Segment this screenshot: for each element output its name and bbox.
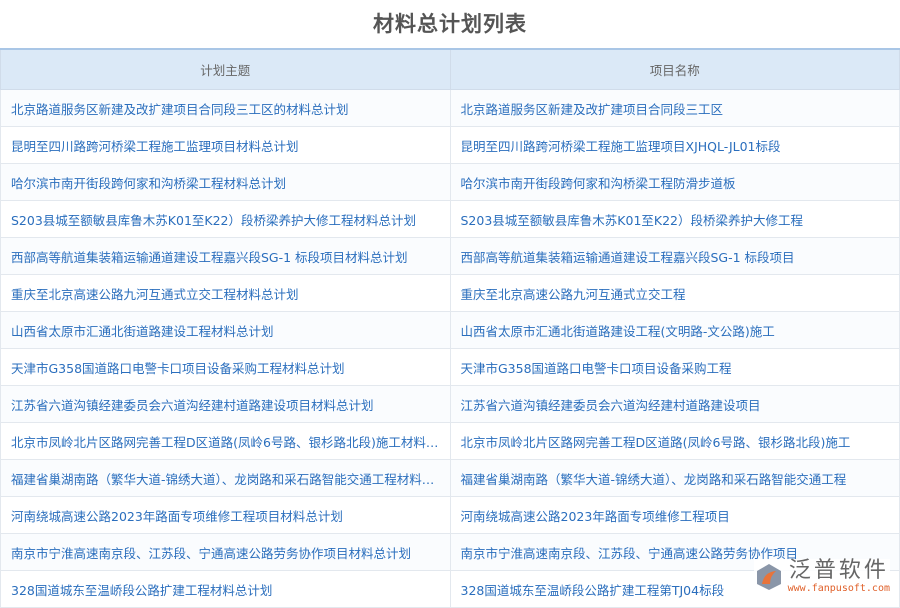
table-row[interactable]: 北京市凤岭北片区路网完善工程D区道路(凤岭6号路、银杉路北段)施工材料总计划 北京… xyxy=(0,422,900,460)
plan-subject-cell[interactable]: 昆明至四川路跨河桥梁工程施工监理项目材料总计划 xyxy=(0,126,451,164)
plan-subject-cell[interactable]: 328国道城东至温峤段公路扩建工程材料总计划 xyxy=(0,570,451,608)
plan-subject-cell[interactable]: 重庆至北京高速公路九河互通式立交工程材料总计划 xyxy=(0,274,451,312)
project-name-cell[interactable]: 昆明至四川路跨河桥梁工程施工监理项目XJHQL-JL01标段 xyxy=(449,126,900,164)
column-header-plan-subject[interactable]: 计划主题 xyxy=(0,48,451,90)
plan-subject-cell[interactable]: 山西省太原市汇通北街道路建设工程材料总计划 xyxy=(0,311,451,349)
fanpu-logo-icon xyxy=(756,563,781,590)
column-header-project-name[interactable]: 项目名称 xyxy=(449,48,900,90)
project-name-cell[interactable]: S203县城至额敏县库鲁木苏K01至K22）段桥梁养护大修工程 xyxy=(449,200,900,238)
logo-url: www.fanpusoft.com xyxy=(787,583,890,594)
project-name-cell[interactable]: 西部高等航道集装箱运输通道建设工程嘉兴段SG-1 标段项目 xyxy=(449,237,900,275)
project-name-cell[interactable]: 福建省巢湖南路（繁华大道-锦绣大道）、龙岗路和采石路智能交通工程 xyxy=(449,459,900,497)
table-row[interactable]: 北京路道服务区新建及改扩建项目合同段三工区的材料总计划 北京路道服务区新建及改扩建… xyxy=(0,89,900,127)
table-row[interactable]: 重庆至北京高速公路九河互通式立交工程材料总计划 重庆至北京高速公路九河互通式立交工… xyxy=(0,274,900,312)
table-row[interactable]: 昆明至四川路跨河桥梁工程施工监理项目材料总计划 昆明至四川路跨河桥梁工程施工监理项… xyxy=(0,126,900,164)
project-name-cell[interactable]: 北京市凤岭北片区路网完善工程D区道路(凤岭6号路、银杉路北段)施工 xyxy=(449,422,900,460)
plan-subject-cell[interactable]: 福建省巢湖南路（繁华大道-锦绣大道）、龙岗路和采石路智能交通工程材料总计划 xyxy=(0,459,451,497)
plan-subject-cell[interactable]: S203县城至额敏县库鲁木苏K01至K22）段桥梁养护大修工程材料总计划 xyxy=(0,200,451,238)
table-row[interactable]: 天津市G358国道路口电警卡口项目设备采购工程材料总计划 天津市G358国道路口电… xyxy=(0,348,900,386)
table-row[interactable]: 哈尔滨市南开街段跨何家和沟桥梁工程材料总计划 哈尔滨市南开街段跨何家和沟桥梁工程防… xyxy=(0,163,900,201)
page-title: 材料总计划列表 xyxy=(373,12,527,36)
project-name-cell[interactable]: 河南绕城高速公路2023年路面专项维修工程项目 xyxy=(449,496,900,534)
logo-name: 泛普软件 xyxy=(788,558,889,583)
plan-subject-cell[interactable]: 江苏省六道沟镇经建委员会六道沟经建村道路建设项目材料总计划 xyxy=(0,385,451,423)
project-name-cell[interactable]: 山西省太原市汇通北街道路建设工程(文明路-文公路)施工 xyxy=(449,311,900,349)
project-name-cell[interactable]: 天津市G358国道路口电警卡口项目设备采购工程 xyxy=(449,348,900,386)
project-name-cell[interactable]: 北京路道服务区新建及改扩建项目合同段三工区 xyxy=(449,89,900,127)
plan-subject-cell[interactable]: 南京市宁淮高速南京段、江苏段、宁通高速公路劳务协作项目材料总计划 xyxy=(0,533,451,571)
material-plan-table: 计划主题 项目名称 北京路道服务区新建及改扩建项目合同段三工区的材料总计划 北京路… xyxy=(0,48,900,608)
plan-subject-cell[interactable]: 北京路道服务区新建及改扩建项目合同段三工区的材料总计划 xyxy=(0,89,451,127)
project-name-cell[interactable]: 重庆至北京高速公路九河互通式立交工程 xyxy=(449,274,900,312)
plan-subject-cell[interactable]: 天津市G358国道路口电警卡口项目设备采购工程材料总计划 xyxy=(0,348,451,386)
plan-subject-cell[interactable]: 哈尔滨市南开街段跨何家和沟桥梁工程材料总计划 xyxy=(0,163,451,201)
plan-subject-cell[interactable]: 河南绕城高速公路2023年路面专项维修工程项目材料总计划 xyxy=(0,496,451,534)
table-row[interactable]: 西部高等航道集装箱运输通道建设工程嘉兴段SG-1 标段项目材料总计划 西部高等航道… xyxy=(0,237,900,275)
plan-subject-cell[interactable]: 北京市凤岭北片区路网完善工程D区道路(凤岭6号路、银杉路北段)施工材料总计划 xyxy=(0,422,451,460)
table-row[interactable]: 山西省太原市汇通北街道路建设工程材料总计划 山西省太原市汇通北街道路建设工程(文明… xyxy=(0,311,900,349)
table-row[interactable]: S203县城至额敏县库鲁木苏K01至K22）段桥梁养护大修工程材料总计划 S203… xyxy=(0,200,900,238)
watermark-logo: 泛普软件 www.fanpusoft.com xyxy=(753,558,890,594)
project-name-cell[interactable]: 江苏省六道沟镇经建委员会六道沟经建村道路建设项目 xyxy=(449,385,900,423)
table-row[interactable]: 福建省巢湖南路（繁华大道-锦绣大道）、龙岗路和采石路智能交通工程材料总计划 福建省… xyxy=(0,459,900,497)
project-name-cell[interactable]: 哈尔滨市南开街段跨何家和沟桥梁工程防滑步道板 xyxy=(449,163,900,201)
table-row[interactable]: 江苏省六道沟镇经建委员会六道沟经建村道路建设项目材料总计划 江苏省六道沟镇经建委员… xyxy=(0,385,900,423)
plan-subject-cell[interactable]: 西部高等航道集装箱运输通道建设工程嘉兴段SG-1 标段项目材料总计划 xyxy=(0,237,451,275)
table-row[interactable]: 河南绕城高速公路2023年路面专项维修工程项目材料总计划 河南绕城高速公路2023… xyxy=(0,496,900,534)
